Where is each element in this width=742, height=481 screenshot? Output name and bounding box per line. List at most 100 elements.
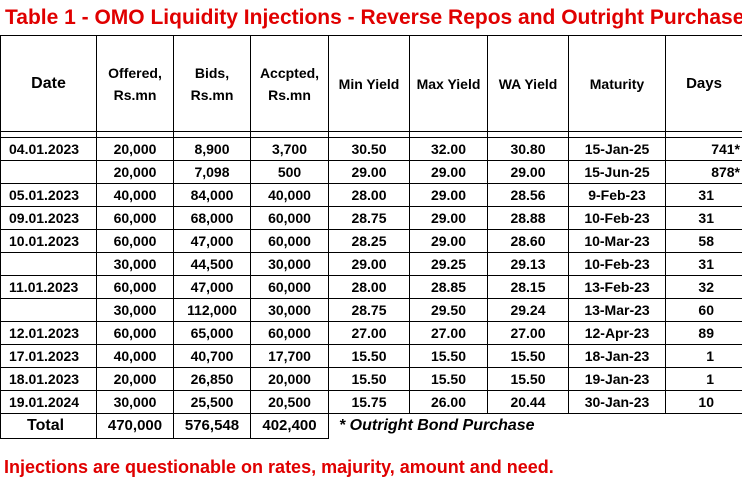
cell-maturity: 10-Mar-23 bbox=[568, 229, 666, 253]
table-row: 17.01.2023 40,000 40,700 17,700 15.50 15.50 15… bbox=[0, 344, 742, 368]
cell-max-yield: 29.00 bbox=[409, 183, 488, 207]
table-row: 10.01.2023 60,000 47,000 60,000 28.25 29.00 28… bbox=[0, 229, 742, 253]
cell-min-yield: 29.00 bbox=[328, 252, 410, 276]
cell-date: 19.01.2024 bbox=[0, 390, 97, 414]
cell-date: 09.01.2023 bbox=[0, 206, 97, 230]
total-label: Total bbox=[0, 413, 97, 439]
table-row: 30,000 112,000 30,000 28.75 29.50 29.24 13-Mar… bbox=[0, 298, 742, 322]
cell-min-yield: 28.75 bbox=[328, 298, 410, 322]
cell-offered: 60,000 bbox=[96, 275, 174, 299]
cell-wa-yield: 29.00 bbox=[487, 160, 569, 184]
cell-maturity: 19-Jan-23 bbox=[568, 367, 666, 391]
cell-max-yield: 26.00 bbox=[409, 390, 488, 414]
cell-date: 17.01.2023 bbox=[0, 344, 97, 368]
footer-note: Injections are questionable on rates, ma… bbox=[4, 457, 554, 477]
header-wa-yield: WA Yield bbox=[487, 35, 569, 132]
cell-days: 878* bbox=[665, 160, 742, 184]
cell-accepted: 60,000 bbox=[250, 275, 329, 299]
total-row: Total 470,000 576,548 402,400 * Outright… bbox=[0, 413, 742, 439]
cell-days: 31 bbox=[665, 252, 742, 276]
cell-days: 89 bbox=[665, 321, 742, 345]
cell-date: 11.01.2023 bbox=[0, 275, 97, 299]
cell-wa-yield: 30.80 bbox=[487, 137, 569, 161]
cell-date: 05.01.2023 bbox=[0, 183, 97, 207]
cell-bids: 26,850 bbox=[173, 367, 251, 391]
cell-bids: 68,000 bbox=[173, 206, 251, 230]
cell-min-yield: 28.75 bbox=[328, 206, 410, 230]
cell-offered: 30,000 bbox=[96, 298, 174, 322]
cell-wa-yield: 28.15 bbox=[487, 275, 569, 299]
cell-days: 58 bbox=[665, 229, 742, 253]
cell-offered: 40,000 bbox=[96, 344, 174, 368]
table-row: 05.01.2023 40,000 84,000 40,000 28.00 29.00 28… bbox=[0, 183, 742, 207]
cell-days: 32 bbox=[665, 275, 742, 299]
cell-offered: 60,000 bbox=[96, 206, 174, 230]
cell-maturity: 9-Feb-23 bbox=[568, 183, 666, 207]
cell-min-yield: 15.75 bbox=[328, 390, 410, 414]
cell-date bbox=[0, 252, 97, 276]
cell-accepted: 20,500 bbox=[250, 390, 329, 414]
header-offered-line1: Offered, bbox=[108, 64, 162, 81]
cell-days: 1 bbox=[665, 367, 742, 391]
header-accepted: Accpted, Rs.mn bbox=[250, 35, 329, 132]
cell-offered: 40,000 bbox=[96, 183, 174, 207]
total-offered: 470,000 bbox=[96, 413, 174, 439]
cell-max-yield: 15.50 bbox=[409, 367, 488, 391]
cell-maturity: 13-Feb-23 bbox=[568, 275, 666, 299]
header-accepted-line1: Accpted, bbox=[259, 64, 320, 81]
cell-bids: 47,000 bbox=[173, 229, 251, 253]
outright-note: * Outright Bond Purchase bbox=[328, 413, 666, 439]
cell-days: 31 bbox=[665, 183, 742, 207]
cell-accepted: 40,000 bbox=[250, 183, 329, 207]
header-max-yield: Max Yield bbox=[409, 35, 488, 132]
header-row: Date Offered, Rs.mn Bids, Rs.mn Accpted,… bbox=[0, 35, 742, 132]
total-bids: 576,548 bbox=[173, 413, 251, 439]
cell-maturity: 10-Feb-23 bbox=[568, 252, 666, 276]
cell-wa-yield: 27.00 bbox=[487, 321, 569, 345]
cell-date: 10.01.2023 bbox=[0, 229, 97, 253]
cell-maturity: 18-Jan-23 bbox=[568, 344, 666, 368]
table-footer: Total 470,000 576,548 402,400 * Outright… bbox=[0, 413, 742, 439]
cell-accepted: 60,000 bbox=[250, 206, 329, 230]
cell-bids: 65,000 bbox=[173, 321, 251, 345]
cell-max-yield: 29.25 bbox=[409, 252, 488, 276]
cell-maturity: 10-Feb-23 bbox=[568, 206, 666, 230]
cell-accepted: 60,000 bbox=[250, 321, 329, 345]
cell-min-yield: 15.50 bbox=[328, 344, 410, 368]
cell-wa-yield: 28.56 bbox=[487, 183, 569, 207]
header-min-yield: Min Yield bbox=[328, 35, 410, 132]
cell-wa-yield: 28.60 bbox=[487, 229, 569, 253]
header-accepted-line2: Rs.mn bbox=[268, 86, 311, 103]
cell-maturity: 15-Jun-25 bbox=[568, 160, 666, 184]
cell-bids: 7,098 bbox=[173, 160, 251, 184]
cell-max-yield: 15.50 bbox=[409, 344, 488, 368]
cell-max-yield: 32.00 bbox=[409, 137, 488, 161]
cell-bids: 40,700 bbox=[173, 344, 251, 368]
table-row: 11.01.2023 60,000 47,000 60,000 28.00 28.85 28… bbox=[0, 275, 742, 299]
cell-wa-yield: 28.88 bbox=[487, 206, 569, 230]
cell-days: 31 bbox=[665, 206, 742, 230]
cell-bids: 25,500 bbox=[173, 390, 251, 414]
cell-max-yield: 29.00 bbox=[409, 229, 488, 253]
table-row: 09.01.2023 60,000 68,000 60,000 28.75 29.00 28… bbox=[0, 206, 742, 230]
cell-wa-yield: 15.50 bbox=[487, 367, 569, 391]
cell-bids: 8,900 bbox=[173, 137, 251, 161]
cell-days: 60 bbox=[665, 298, 742, 322]
cell-max-yield: 29.00 bbox=[409, 160, 488, 184]
cell-max-yield: 28.85 bbox=[409, 275, 488, 299]
cell-accepted: 17,700 bbox=[250, 344, 329, 368]
cell-bids: 47,000 bbox=[173, 275, 251, 299]
cell-min-yield: 30.50 bbox=[328, 137, 410, 161]
cell-days: 10 bbox=[665, 390, 742, 414]
header-date: Date bbox=[0, 35, 97, 132]
table-row: 12.01.2023 60,000 65,000 60,000 27.00 27.00 27… bbox=[0, 321, 742, 345]
cell-maturity: 15-Jan-25 bbox=[568, 137, 666, 161]
header-days: Days bbox=[665, 35, 742, 132]
cell-date: 18.01.2023 bbox=[0, 367, 97, 391]
header-bids-line2: Rs.mn bbox=[190, 86, 234, 103]
cell-accepted: 3,700 bbox=[250, 137, 329, 161]
cell-bids: 44,500 bbox=[173, 252, 251, 276]
header-offered: Offered, Rs.mn bbox=[96, 35, 174, 132]
cell-min-yield: 15.50 bbox=[328, 367, 410, 391]
omo-table: Date Offered, Rs.mn Bids, Rs.mn Accpted,… bbox=[0, 35, 742, 439]
